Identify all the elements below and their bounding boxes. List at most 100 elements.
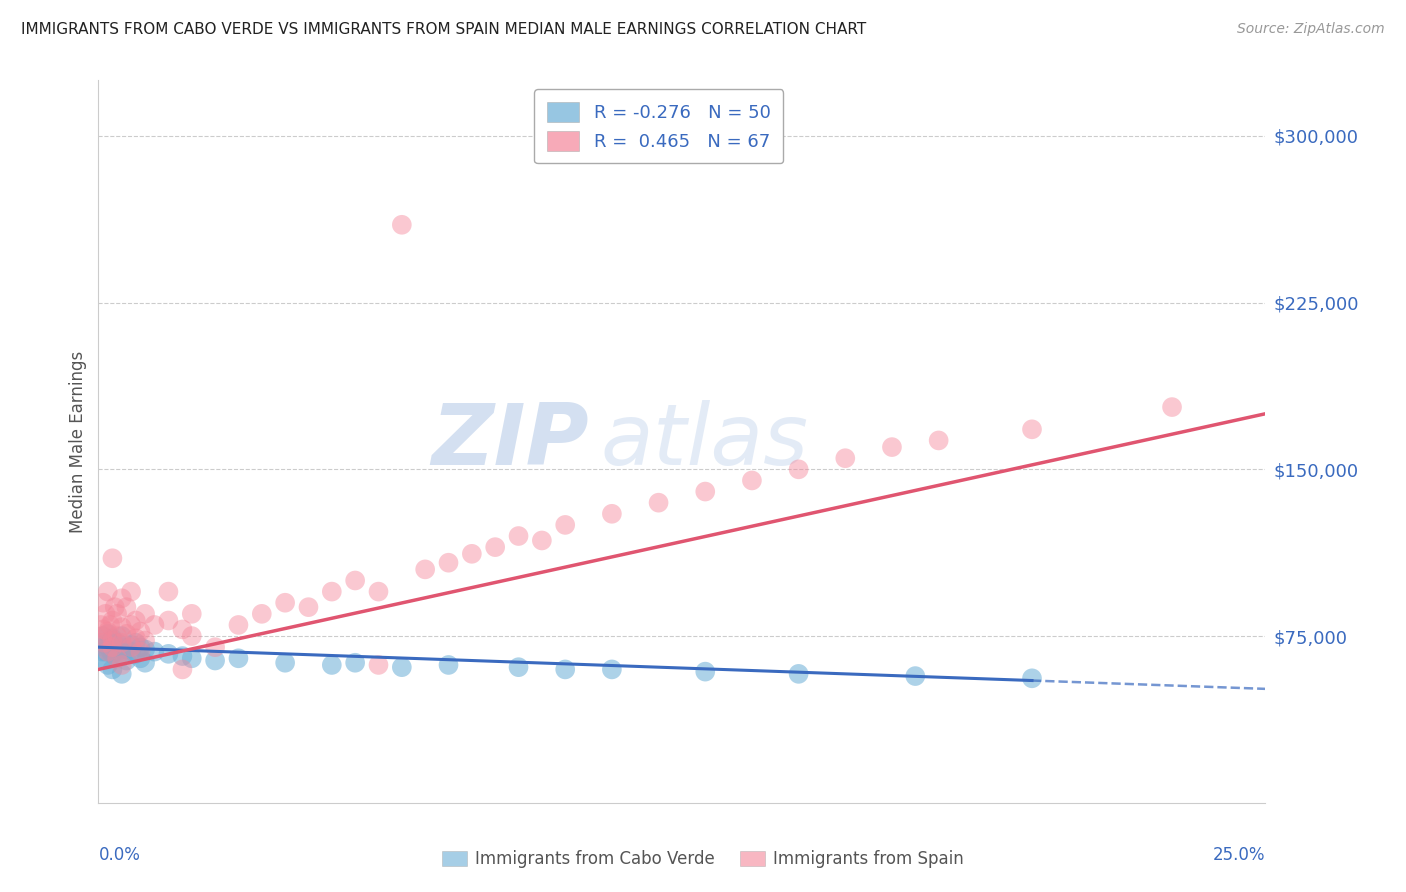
Point xyxy=(741,474,763,488)
Point xyxy=(508,529,530,543)
Point xyxy=(111,629,134,643)
Point xyxy=(129,624,152,639)
Point xyxy=(297,600,319,615)
Point xyxy=(120,618,142,632)
Point xyxy=(101,633,124,648)
Point xyxy=(91,629,114,643)
Point xyxy=(120,645,142,659)
Point xyxy=(93,636,115,650)
Point xyxy=(97,624,120,639)
Text: atlas: atlas xyxy=(600,400,808,483)
Point xyxy=(787,666,810,681)
Point xyxy=(105,629,128,643)
Point xyxy=(98,618,121,632)
Point xyxy=(695,665,717,679)
Point xyxy=(115,653,138,667)
Point xyxy=(228,651,250,665)
Point xyxy=(344,656,367,670)
Point xyxy=(129,651,152,665)
Point xyxy=(120,638,142,652)
Point xyxy=(134,633,156,648)
Y-axis label: Median Male Earnings: Median Male Earnings xyxy=(69,351,87,533)
Point xyxy=(180,629,202,643)
Point xyxy=(98,642,121,657)
Point xyxy=(115,627,138,641)
Point xyxy=(105,651,128,665)
Point xyxy=(90,636,112,650)
Point xyxy=(94,607,117,621)
Text: 0.0%: 0.0% xyxy=(98,847,141,864)
Point xyxy=(129,640,152,655)
Text: ZIP: ZIP xyxy=(430,400,589,483)
Point xyxy=(97,584,120,599)
Point xyxy=(111,636,134,650)
Point xyxy=(554,517,576,532)
Point xyxy=(105,636,128,650)
Point xyxy=(143,645,166,659)
Point xyxy=(105,607,128,621)
Point xyxy=(101,632,124,646)
Point xyxy=(125,636,148,650)
Point xyxy=(391,218,413,232)
Point xyxy=(111,591,134,606)
Point xyxy=(461,547,484,561)
Point xyxy=(180,651,202,665)
Point xyxy=(125,614,148,628)
Point xyxy=(172,662,194,676)
Point xyxy=(97,645,120,659)
Point xyxy=(97,638,120,652)
Point xyxy=(93,640,115,655)
Point xyxy=(172,623,194,637)
Point xyxy=(101,640,124,655)
Point xyxy=(787,462,810,476)
Point xyxy=(157,614,180,628)
Point xyxy=(1021,422,1043,436)
Point xyxy=(904,669,927,683)
Point xyxy=(91,629,114,643)
Point xyxy=(129,645,152,659)
Point xyxy=(115,600,138,615)
Point xyxy=(1161,400,1184,414)
Point xyxy=(437,657,460,672)
Point xyxy=(321,584,343,599)
Point xyxy=(101,551,124,566)
Point xyxy=(530,533,553,548)
Point xyxy=(367,584,389,599)
Point xyxy=(105,651,128,665)
Legend: Immigrants from Cabo Verde, Immigrants from Spain: Immigrants from Cabo Verde, Immigrants f… xyxy=(436,844,970,875)
Point xyxy=(180,607,202,621)
Point xyxy=(90,618,112,632)
Point xyxy=(101,647,124,661)
Point xyxy=(250,607,273,621)
Point xyxy=(880,440,903,454)
Point xyxy=(104,638,127,652)
Point xyxy=(484,540,506,554)
Point xyxy=(413,562,436,576)
Text: Source: ZipAtlas.com: Source: ZipAtlas.com xyxy=(1237,22,1385,37)
Point xyxy=(120,584,142,599)
Text: IMMIGRANTS FROM CABO VERDE VS IMMIGRANTS FROM SPAIN MEDIAN MALE EARNINGS CORRELA: IMMIGRANTS FROM CABO VERDE VS IMMIGRANTS… xyxy=(21,22,866,37)
Point xyxy=(554,662,576,676)
Point xyxy=(134,656,156,670)
Point xyxy=(94,645,117,659)
Point xyxy=(437,556,460,570)
Point xyxy=(101,614,124,628)
Point xyxy=(143,618,166,632)
Point xyxy=(104,600,127,615)
Point xyxy=(111,666,134,681)
Point xyxy=(91,596,114,610)
Point xyxy=(204,640,226,655)
Point xyxy=(115,642,138,657)
Point xyxy=(91,651,114,665)
Point xyxy=(600,507,623,521)
Point xyxy=(274,656,297,670)
Point xyxy=(91,623,114,637)
Point xyxy=(101,662,124,676)
Point xyxy=(321,657,343,672)
Point xyxy=(228,618,250,632)
Point xyxy=(91,645,114,659)
Text: 25.0%: 25.0% xyxy=(1213,847,1265,864)
Point xyxy=(1021,671,1043,685)
Point xyxy=(97,657,120,672)
Point xyxy=(172,649,194,664)
